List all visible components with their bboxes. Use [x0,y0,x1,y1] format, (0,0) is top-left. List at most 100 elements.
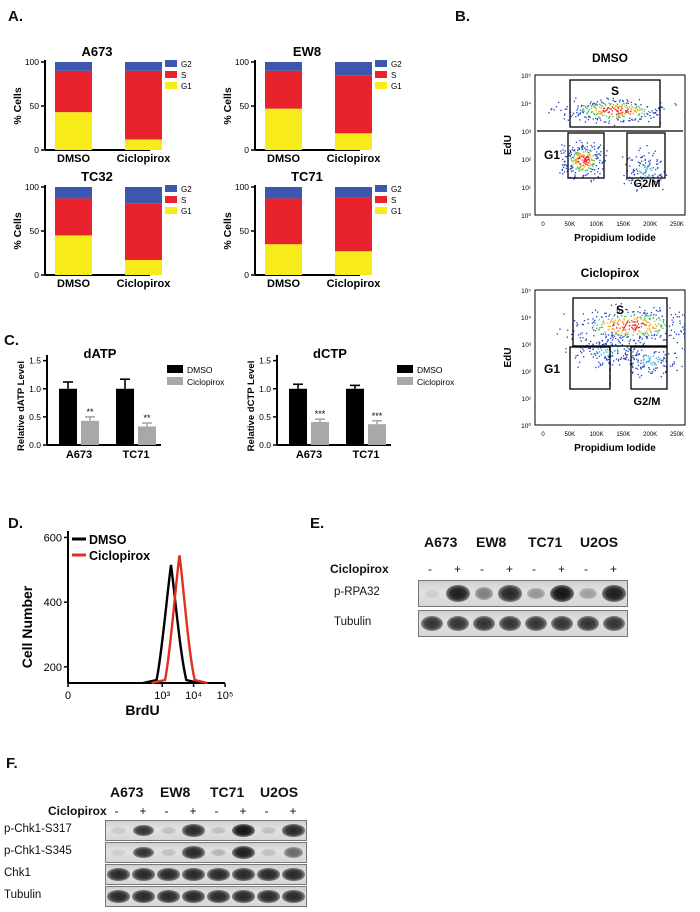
scatter-point [632,311,634,313]
scatter-point [611,355,614,357]
scatter-point [589,103,592,105]
scatter-point [598,161,601,164]
scatter-point [623,174,625,177]
bar-segment-s-dmso [265,198,302,245]
scatter-point [594,330,596,332]
scatter-point [579,165,582,167]
scatter-point [595,107,598,110]
x-tick-label: DMSO [267,278,300,290]
scatter-point [648,334,650,337]
scatter-point [653,152,655,155]
scatter-point [562,173,564,175]
scatter-point [632,179,634,181]
scatter-point [639,171,641,173]
bar-chart-datp: dATP Relative dATP Level 0.0 0.5 1.0 1.5 ** A67… [16,346,225,461]
scatter-point [683,325,686,327]
scatter-point [622,156,624,158]
scatter-point [638,353,640,355]
scatter-point [638,326,641,328]
scatter-point [626,336,628,338]
scatter-point [577,157,579,159]
scatter-point [617,334,619,336]
lane-title-ew8: EW8 [476,534,507,550]
bar-segment-s-ciclopirox [335,197,372,252]
scatter-point [636,333,639,335]
scatter-point [627,333,629,336]
y-tick-label: 0.0 [259,440,271,450]
scatter-point [575,162,577,165]
scatter-point [577,147,579,149]
scatter-point [582,175,584,178]
scatter-point [593,321,595,323]
scatter-point [628,340,630,342]
scatter-point [633,339,635,341]
scatter-point [593,324,595,327]
scatter-point [644,115,646,117]
scatter-point [623,318,625,320]
scatter-point [584,170,587,172]
scatter-point [647,166,650,168]
scatter-point [638,113,641,115]
scatter-point [632,112,634,114]
scatter-point [636,316,639,319]
scatter-point [628,157,631,159]
scatter-point [583,356,585,358]
x-tick-label: 0 [65,690,71,702]
scatter-point [661,315,663,317]
scatter-point [636,358,638,360]
bar-segment-g1-dmso [55,112,92,150]
scatter-point [574,162,576,164]
scatter-point [596,104,598,107]
scatter-point [602,362,604,364]
scatter-point [581,352,583,354]
scatter-point [656,367,658,369]
scatter-point [599,159,601,162]
scatter-point [661,106,664,108]
scatter-point [647,164,649,167]
scatter-point [649,180,652,182]
scatter-point [637,364,640,367]
scatter-point [633,313,636,316]
scatter-point [643,359,645,361]
scatter-point [638,113,640,116]
treatment-sign: - [584,562,588,576]
scatter-point [627,336,629,338]
scatter-point [653,334,656,336]
scatter-point [623,323,625,325]
scatter-point [632,321,634,323]
scatter-point [650,331,652,333]
scatter-point [576,112,578,114]
scatter-point [603,108,605,110]
scatter-point [582,169,584,171]
bar-segment-g2-ciclopirox [125,62,162,71]
scatter-point [597,111,600,113]
scatter-point [580,163,582,165]
scatter-point [587,110,590,112]
scatter-point [611,106,614,109]
scatter-point [594,354,597,356]
scatter-point [603,107,605,109]
scatter-point [566,336,568,338]
scatter-point [579,337,581,339]
scatter-point [657,175,659,178]
scatter-point [573,178,575,180]
scatter-point [598,351,601,353]
scatter-point [580,155,582,158]
band [182,890,205,903]
scatter-point [595,103,597,105]
scatter-point [596,156,598,158]
scatter-point [628,119,630,122]
scatter-point [680,331,683,333]
scatter-point [611,110,613,112]
scatter-point [676,342,679,344]
scatter-point [648,325,650,328]
bar-dmso-a673 [289,388,307,445]
scatter-point [657,358,659,361]
scatter-point [581,104,583,107]
scatter-point [659,319,661,321]
scatter-point [585,160,588,162]
blot-strip-p-chk1-s317 [105,820,307,841]
scatter-point [595,151,598,153]
scatter-point [594,322,596,324]
scatter-point [576,322,578,324]
